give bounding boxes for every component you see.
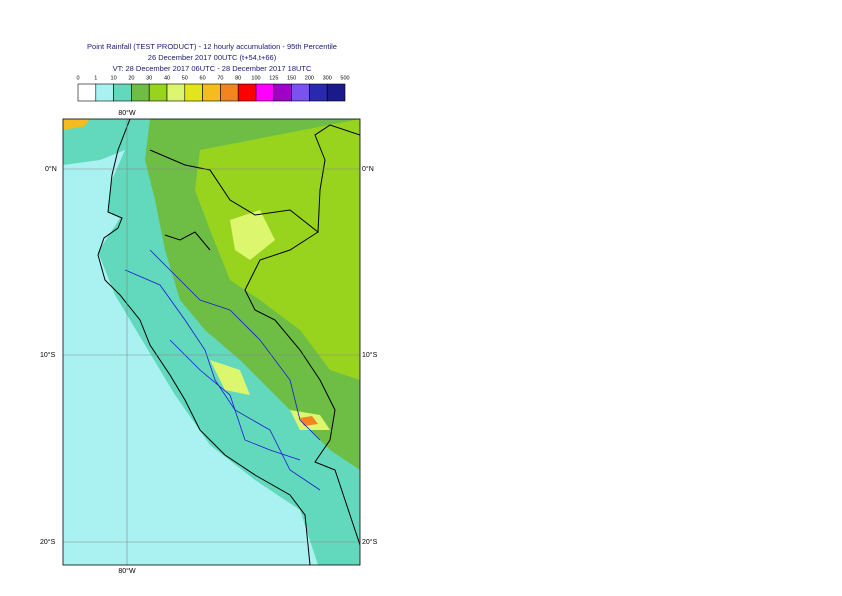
legend-swatch	[220, 83, 239, 102]
legend-label: 60	[200, 75, 206, 81]
legend-swatch	[77, 83, 97, 102]
region-lines	[169, 339, 301, 461]
rain-light	[230, 210, 275, 260]
legend-label: 500	[340, 75, 349, 81]
lat-label: 0°N	[45, 165, 57, 173]
title-line: Point Rainfall (TEST PRODUCT) - 12 hourl…	[87, 42, 337, 51]
legend-swatch	[184, 83, 203, 102]
legend-swatch	[131, 83, 150, 102]
map-area	[63, 119, 360, 565]
region-lines	[149, 249, 321, 441]
legend-swatch	[148, 83, 168, 102]
title-line: VT: 28 December 2017 06UTC - 28 December…	[113, 64, 312, 73]
legend-swatch	[95, 83, 114, 102]
legend-label: 40	[164, 75, 170, 81]
legend-swatch	[326, 83, 346, 102]
legend-swatch	[291, 83, 310, 102]
legend-label: 150	[287, 75, 296, 81]
legend-swatch	[166, 83, 186, 102]
title-line: 26 December 2017 00UTC (t+54,t+66)	[148, 53, 277, 62]
lat-label: 0°N	[362, 165, 374, 173]
legend-label: 70	[217, 75, 223, 81]
map-frame	[62, 118, 361, 566]
legend-label: 30	[146, 75, 152, 81]
legend-swatch	[113, 83, 132, 102]
coastline	[97, 119, 311, 565]
lat-label: 10°S	[40, 351, 56, 359]
legend-label: 10	[111, 75, 117, 81]
lat-label: 10°S	[362, 351, 378, 359]
legend-label: 1	[94, 75, 97, 81]
rain-orange	[300, 416, 318, 426]
legend-swatch	[202, 83, 221, 102]
rain-teal-coastal	[63, 119, 130, 162]
lat-label: 20°S	[362, 538, 378, 546]
legend-label: 125	[269, 75, 278, 81]
legend-swatch	[255, 83, 275, 102]
legend-label: 100	[251, 75, 260, 81]
lon-label: 80°W	[118, 109, 136, 117]
legend-swatch	[273, 83, 292, 102]
lat-label: 20°S	[40, 538, 56, 546]
lon-label: 80°W	[118, 567, 136, 575]
legend: 0 1 10 20 30 40 50 60 70 80 100 125 150 200 300 500	[76, 75, 350, 102]
legend-label: 50	[182, 75, 188, 81]
legend-label: 300	[323, 75, 332, 81]
border	[244, 231, 360, 546]
legend-label: 80	[235, 75, 241, 81]
rain-green	[195, 119, 360, 380]
legend-swatch	[309, 83, 328, 102]
legend-swatch	[237, 83, 257, 102]
legend-label: 200	[305, 75, 314, 81]
rain-light	[210, 360, 250, 395]
border	[164, 231, 211, 251]
legend-label: 0	[76, 75, 79, 81]
legend-label: 20	[128, 75, 134, 81]
region-lines	[124, 269, 321, 491]
